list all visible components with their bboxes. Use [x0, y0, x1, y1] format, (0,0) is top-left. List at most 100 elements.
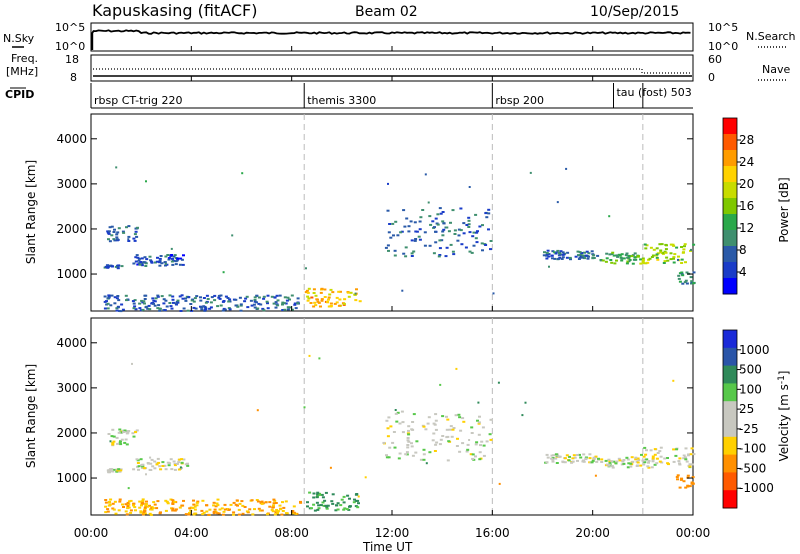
echo-cell [112, 508, 116, 511]
echo-cell [167, 464, 171, 467]
echo-cell [200, 308, 204, 311]
echo-cell [113, 296, 117, 299]
echo-cell [272, 302, 276, 305]
echo-cell [134, 230, 138, 233]
echo-cell [260, 502, 264, 505]
echo-cell [276, 304, 280, 307]
echo-cell [625, 252, 629, 255]
echo-cell [396, 411, 400, 414]
echo-cell [555, 462, 559, 464]
echo-cell [436, 213, 440, 216]
echo-cell [632, 258, 636, 261]
echo-cell [112, 468, 116, 471]
echo-cell [649, 449, 653, 452]
echo-cell [213, 294, 217, 297]
echo-cell [327, 296, 331, 299]
echo-cell [107, 433, 111, 435]
echo-cell [133, 239, 137, 242]
echo-cell [409, 220, 413, 223]
echo-cell [675, 476, 679, 478]
echo-cell [422, 458, 426, 461]
echo-cell [112, 231, 116, 233]
echo-cell [152, 299, 156, 302]
echo-cell [156, 294, 160, 297]
echo-cell [666, 462, 670, 465]
x-tick-label: 04:00 [174, 526, 209, 540]
echo-cell [260, 509, 264, 512]
echo-cell [633, 256, 637, 259]
echo-cell [188, 511, 191, 514]
echo-cell [672, 448, 676, 451]
echo-cell [307, 287, 311, 290]
echo-cell [259, 303, 263, 306]
echo-cell [553, 251, 556, 254]
echo-cell [672, 261, 676, 264]
echo-cell [487, 212, 491, 215]
echo-cell [274, 301, 278, 304]
echo-cell [395, 420, 399, 423]
echo-cell [573, 456, 577, 459]
echo-cell [685, 282, 689, 285]
echo-cell [158, 264, 162, 267]
echo-cell [241, 504, 245, 507]
echo-cell [438, 247, 442, 250]
echo-cell [482, 454, 486, 457]
echo-cell [410, 239, 414, 242]
echo-cell [137, 259, 141, 262]
echo-cell [107, 294, 111, 297]
echo-cell [265, 300, 269, 303]
echo-cell [163, 464, 167, 467]
echo-cell [559, 250, 563, 253]
echo-cell [689, 276, 693, 279]
echo-cell [149, 456, 152, 459]
echo-cell [600, 461, 604, 463]
echo-cell [636, 457, 640, 460]
echo-cell [666, 457, 669, 459]
noise-sky-trace [91, 29, 691, 50]
echo-cell [149, 508, 152, 511]
echo-cell [136, 263, 140, 266]
echo-cell [220, 507, 224, 510]
power-panel-frame [90, 113, 694, 312]
echo-cell [678, 486, 682, 489]
echo-cell [124, 510, 128, 513]
echo-cell [386, 427, 390, 430]
echo-cell [153, 304, 157, 307]
echo-cell [116, 469, 120, 472]
echo-cell [136, 462, 140, 464]
echo-cell [342, 495, 346, 498]
echo-cell [178, 295, 182, 298]
colorbar-segment [723, 214, 737, 231]
echo-cell [543, 251, 546, 254]
echo-cell [281, 303, 284, 306]
echo-cell [133, 305, 137, 308]
echo-cell [329, 466, 332, 469]
echo-cell [358, 300, 362, 303]
echo-cell [626, 256, 630, 259]
echo-cell [131, 362, 133, 365]
echo-cell [214, 505, 218, 508]
echo-cell [642, 463, 646, 466]
echo-cell [256, 307, 260, 310]
echo-cell [126, 505, 130, 508]
echo-cell [620, 253, 624, 256]
echo-cell [452, 253, 456, 256]
echo-cell [308, 354, 311, 357]
echo-cell [432, 432, 436, 435]
echo-cell [580, 252, 584, 254]
echo-cell [611, 466, 615, 469]
echo-cell [626, 260, 630, 263]
echo-cell [132, 504, 135, 507]
echo-cell [663, 250, 667, 253]
echo-cell [396, 234, 400, 237]
echo-cell [686, 485, 690, 488]
echo-cell [597, 457, 600, 460]
echo-cell [417, 235, 421, 238]
echo-cell [489, 248, 492, 251]
freq-left-tick-bottom: 8 [70, 71, 77, 84]
echo-cell [647, 461, 650, 464]
echo-cell [654, 254, 658, 257]
echo-cell [588, 457, 592, 460]
echo-cell [270, 295, 274, 298]
echo-cell [642, 455, 646, 458]
